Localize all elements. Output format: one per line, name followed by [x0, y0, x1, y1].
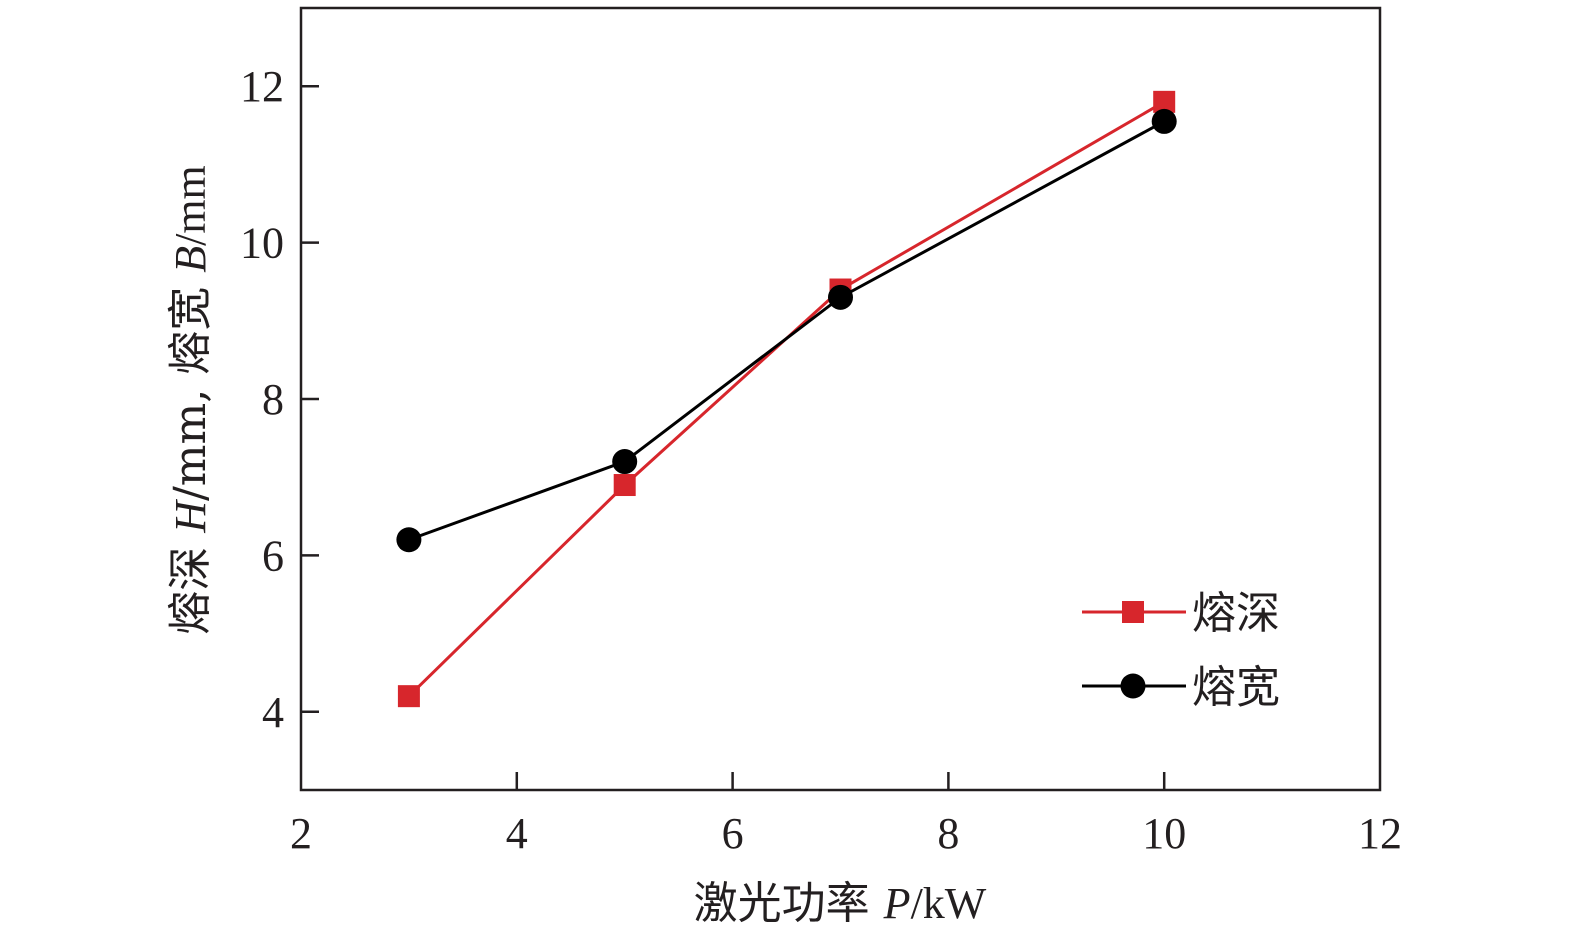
y-axis-title: 熔深 H/mm, 熔宽 B/mm	[165, 165, 216, 635]
x-tick-label: 2	[290, 809, 312, 858]
x-axis-tick-labels: 2 4 6 8 10 12	[290, 809, 1402, 858]
y-tick-label: 12	[240, 62, 284, 111]
x-tick-label: 12	[1358, 809, 1402, 858]
legend-label-width: 熔宽	[1192, 662, 1280, 713]
series-line	[408, 120, 1165, 542]
series-width	[396, 108, 1177, 553]
series-depth	[397, 90, 1176, 708]
legend-label-depth: 熔深	[1192, 588, 1280, 639]
y-axis-ticks	[301, 84, 319, 714]
x-axis-title: 激光功率 P/kW	[694, 878, 987, 929]
data-point-circle	[612, 449, 638, 475]
series-line	[407, 100, 1165, 698]
data-point-circle	[396, 527, 422, 553]
x-tick-label: 10	[1142, 809, 1186, 858]
data-point-square	[397, 685, 420, 708]
y-axis-tick-labels: 4 6 8 10 12	[240, 62, 284, 737]
x-tick-label: 8	[937, 809, 959, 858]
data-point-circle	[1151, 108, 1177, 134]
y-tick-label: 4	[262, 688, 284, 737]
data-point-square	[613, 474, 636, 497]
data-point-circle	[828, 284, 853, 310]
legend-item-depth: 熔深	[1082, 588, 1280, 639]
x-tick-label: 6	[722, 809, 744, 858]
legend-square-marker	[1122, 601, 1144, 623]
legend: 熔深 熔宽	[1082, 588, 1280, 713]
y-tick-label: 10	[240, 219, 284, 268]
y-tick-label: 6	[262, 531, 284, 580]
y-tick-label: 8	[262, 375, 284, 424]
series-layer	[396, 90, 1177, 708]
legend-item-width: 熔宽	[1082, 662, 1280, 713]
legend-circle-marker	[1120, 673, 1146, 699]
data-point-square	[1153, 90, 1176, 113]
x-tick-label: 4	[506, 809, 528, 858]
x-axis-ticks	[515, 772, 1166, 790]
